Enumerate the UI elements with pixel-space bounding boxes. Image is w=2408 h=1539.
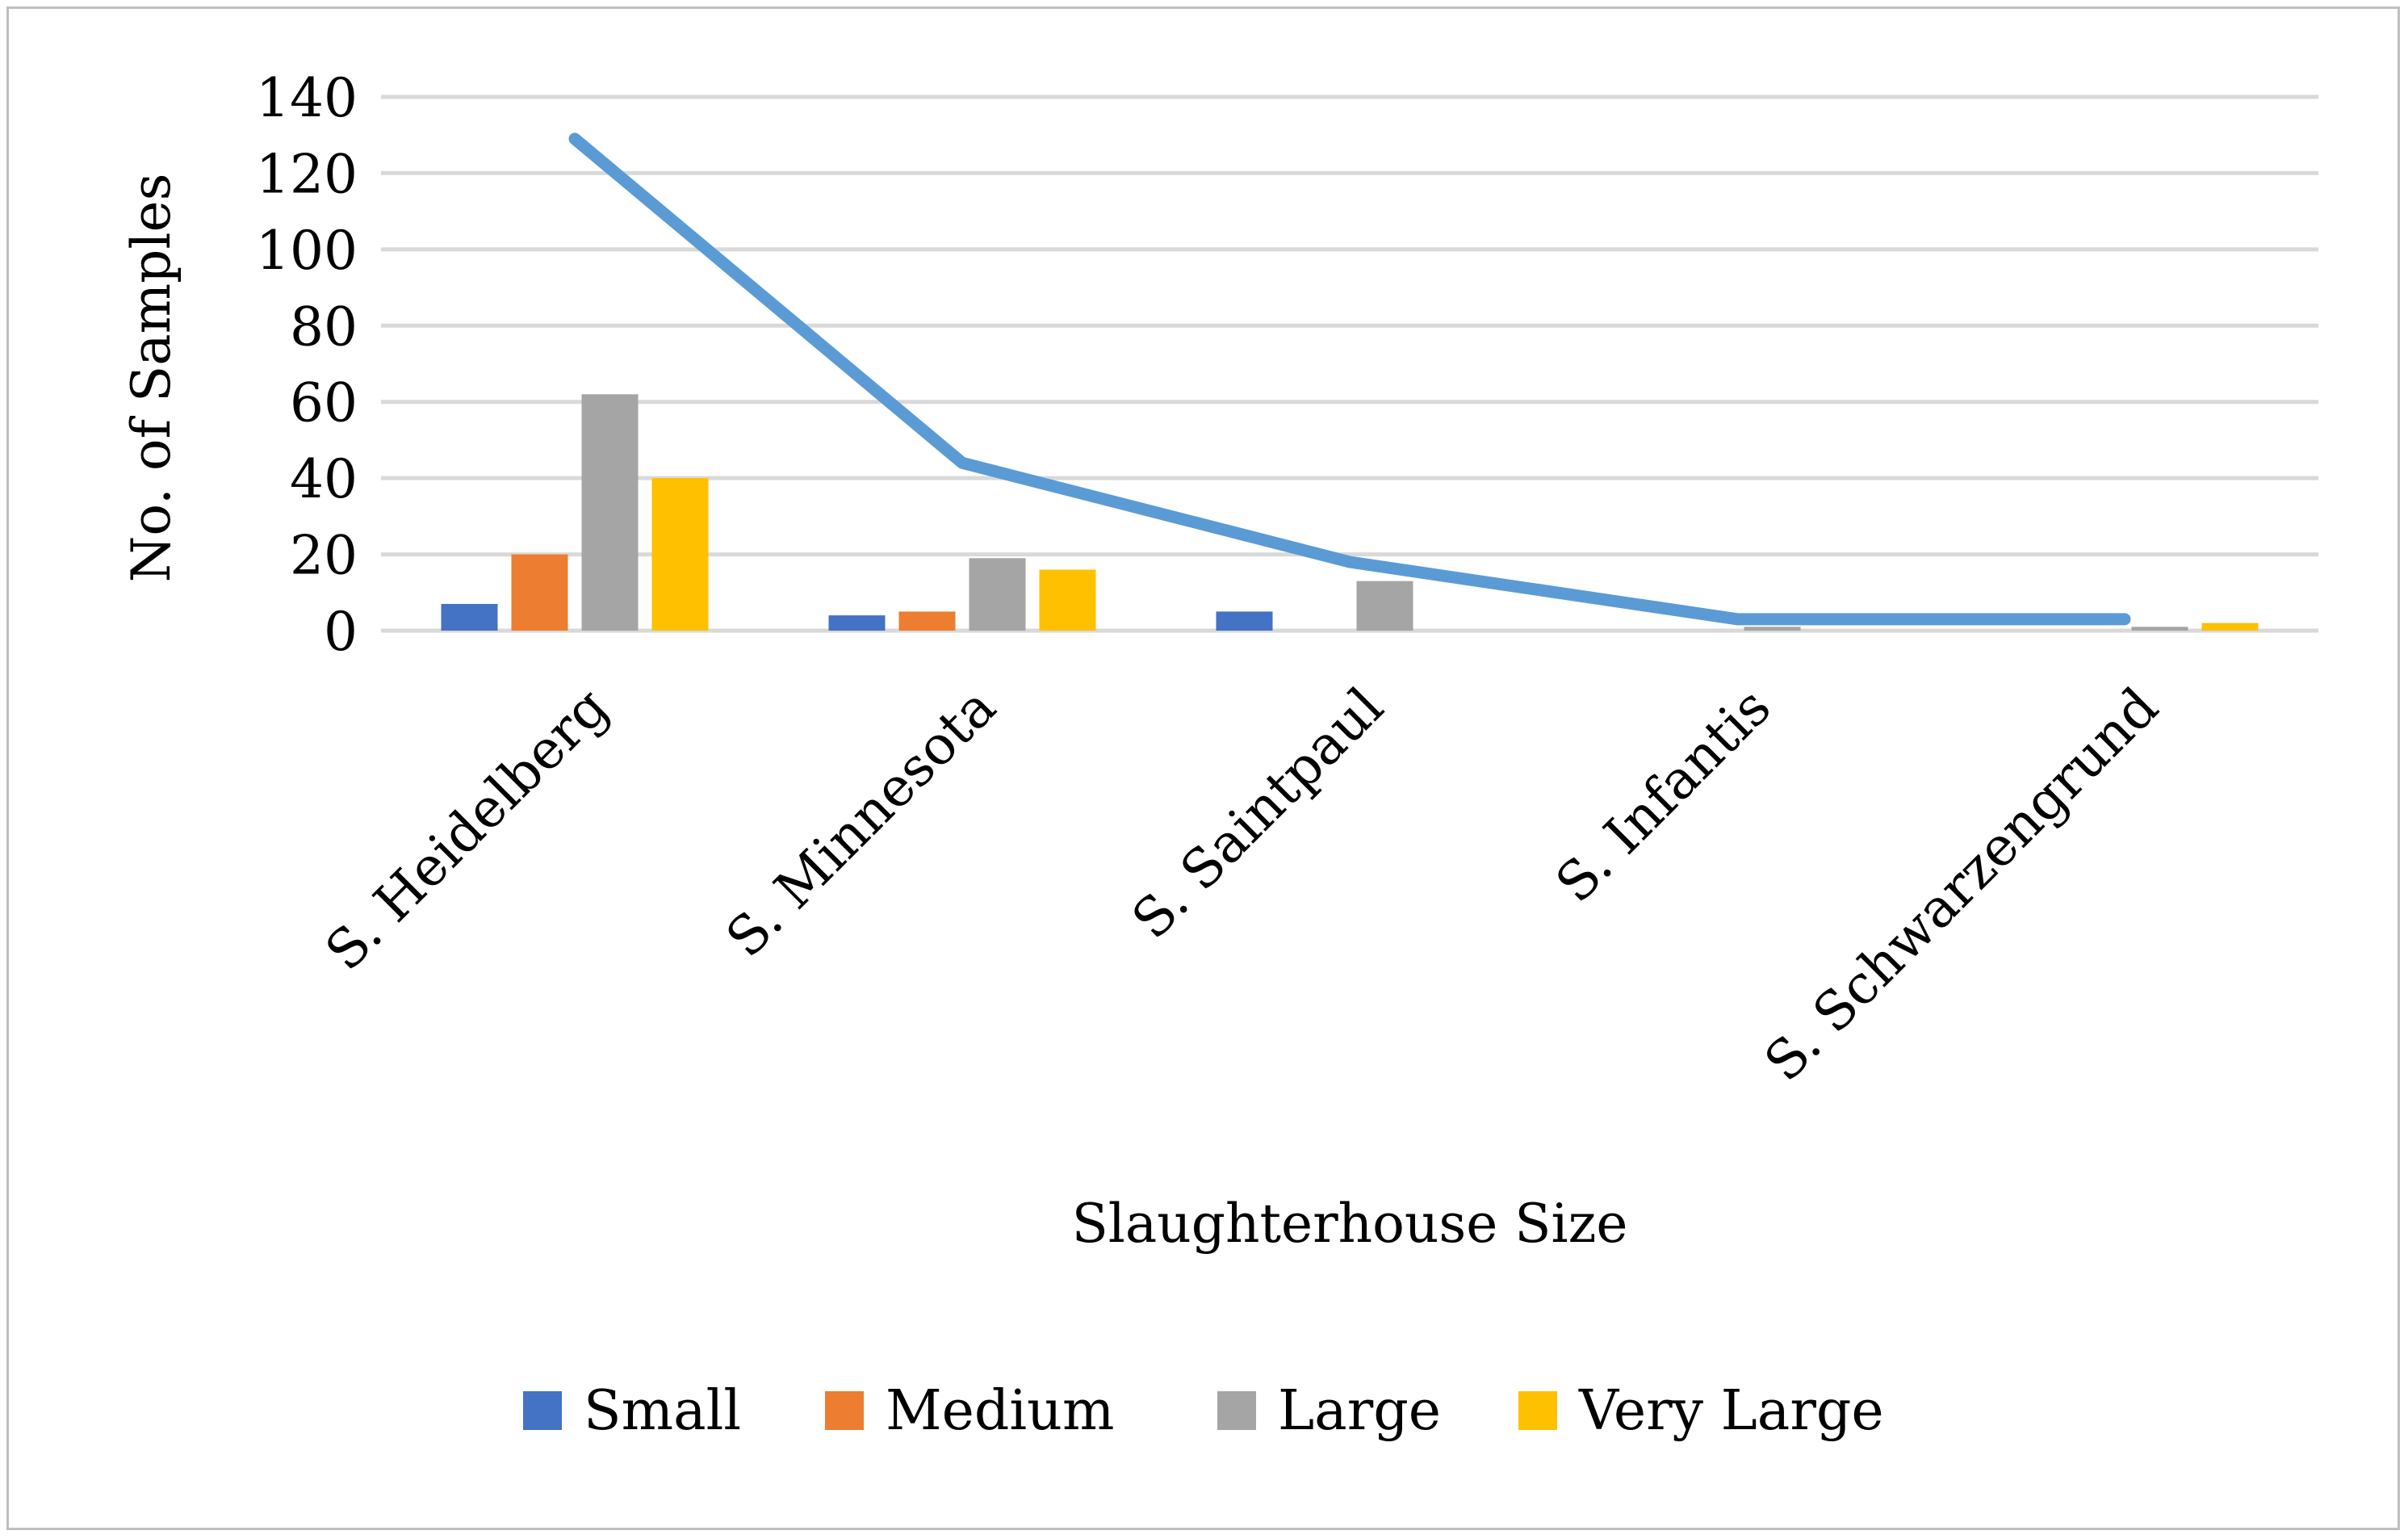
total-line [568, 132, 2131, 626]
y-tick-label: 100 [256, 220, 358, 282]
bar-medium-1 [898, 611, 956, 631]
x-category-label: S. Infantis [1544, 676, 1783, 915]
y-tick-label: 0 [324, 601, 358, 663]
y-tick-label: 40 [290, 448, 358, 510]
legend-label: Very Large [1578, 1379, 1884, 1443]
legend-swatch-large [1217, 1391, 1256, 1430]
y-tick-label: 140 [256, 67, 358, 129]
x-category-label: S. Heidelberg [314, 676, 621, 983]
y-axis-title: No. of Samples [120, 174, 182, 583]
legend-label: Medium [886, 1379, 1114, 1443]
bar-large-4 [2131, 627, 2188, 631]
y-axis-ticks: 0 20 40 60 80 100 120 140 [256, 67, 358, 663]
bar-large-2 [1356, 581, 1413, 631]
x-category-label: S. Minnesota [714, 676, 1007, 969]
bar-medium-0 [511, 554, 568, 631]
x-axis-categories: S. Heidelberg S. Minnesota S. Saintpaul S. … [314, 676, 2171, 1093]
legend-label: Large [1278, 1379, 1441, 1443]
total-line-path [568, 132, 2131, 626]
legend-swatch-medium [825, 1391, 864, 1430]
y-tick-label: 60 [290, 372, 358, 434]
bar-very-large-4 [2201, 623, 2259, 631]
legend-label: Small [584, 1379, 741, 1443]
bar-small-0 [441, 603, 498, 631]
x-category-label: S. Schwarzengrund [1753, 676, 2170, 1093]
x-axis-title: Slaughterhouse Size [1072, 1193, 1628, 1255]
bar-small-2 [1216, 611, 1273, 631]
bar-very-large-0 [651, 478, 709, 631]
bars [441, 394, 2259, 631]
legend-swatch-small [523, 1391, 562, 1430]
y-tick-label: 20 [290, 525, 358, 587]
bar-large-0 [581, 394, 639, 631]
bar-small-1 [828, 615, 886, 631]
bar-large-3 [1744, 627, 1801, 631]
chart-frame [6, 6, 2400, 1530]
legend: Small Medium Large Very Large [523, 1379, 1884, 1443]
legend-swatch-very-large [1518, 1391, 1557, 1430]
y-tick-label: 120 [256, 143, 358, 205]
y-tick-label: 80 [290, 296, 358, 358]
bar-very-large-1 [1039, 569, 1096, 631]
bar-large-1 [969, 558, 1026, 631]
x-category-label: S. Saintpaul [1120, 676, 1396, 951]
